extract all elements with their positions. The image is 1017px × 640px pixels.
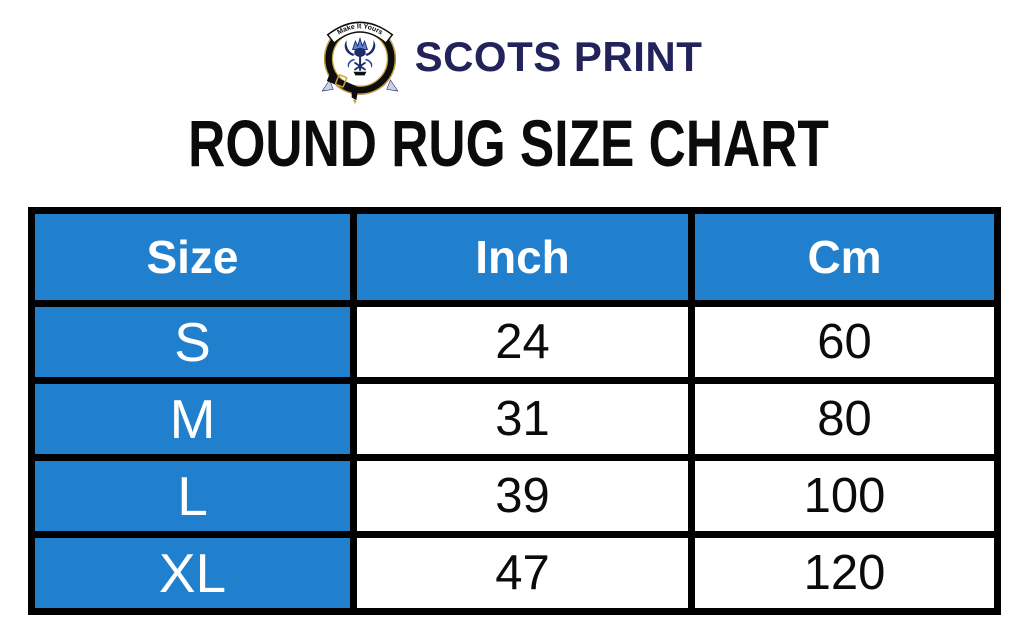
size-label-m: M <box>28 377 357 461</box>
header-row: Size Inch Cm <box>28 207 1001 307</box>
logo: Make It Yours SCOTS PRINT <box>0 8 1017 104</box>
header-cell-size: Size <box>28 207 357 307</box>
clan-crest-thistle-badge-icon: Make It Yours <box>321 21 398 104</box>
inch-value-l: 39 <box>350 454 695 538</box>
page-title: ROUND RUG SIZE CHART <box>188 106 829 180</box>
header-cell-inch: Inch <box>350 207 695 307</box>
size-label-xl: XL <box>28 531 357 615</box>
crest-buckle <box>326 74 359 104</box>
table-row-l: L 39 100 <box>28 454 1001 538</box>
page: { "logo": { "brand_name": "SCOTS PRINT",… <box>0 8 1017 640</box>
crest-ribbon-left <box>321 79 334 92</box>
header-cell-cm: Cm <box>688 207 1001 307</box>
cm-value-xl: 120 <box>688 531 1001 615</box>
crest-ribbon-right <box>385 79 398 92</box>
brand-name: SCOTS PRINT <box>414 33 703 80</box>
cm-value-m: 80 <box>688 377 1001 461</box>
cm-value-s: 60 <box>688 300 1001 384</box>
inch-value-s: 24 <box>350 300 695 384</box>
inch-value-xl: 47 <box>350 531 695 615</box>
table-row-xl: XL 47 120 <box>28 531 1001 615</box>
table-row-s: S 24 60 <box>28 300 1001 384</box>
crest-motto-banner: Make It Yours <box>326 21 393 45</box>
size-label-l: L <box>28 454 357 538</box>
table-row-m: M 31 80 <box>28 377 1001 461</box>
size-chart-table: Size Inch Cm S 24 60 M 31 80 L 39 100 XL… <box>28 207 1001 615</box>
size-label-s: S <box>28 300 357 384</box>
cm-value-l: 100 <box>688 454 1001 538</box>
thistle-icon <box>344 36 375 76</box>
inch-value-m: 31 <box>350 377 695 461</box>
